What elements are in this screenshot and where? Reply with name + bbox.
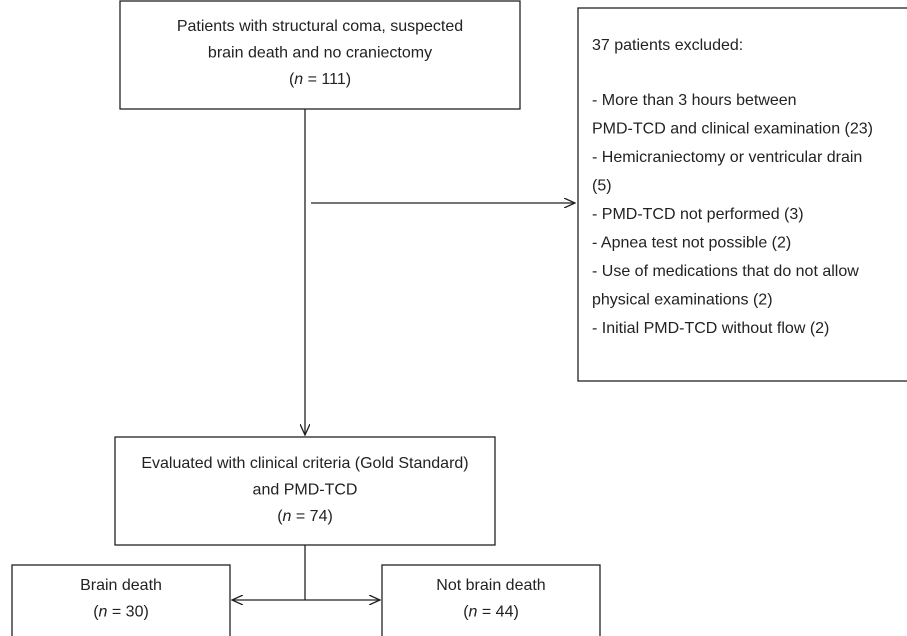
- count-open: (: [463, 604, 469, 621]
- count-var: n: [99, 604, 108, 621]
- excluded-line: - More than 3 hours between: [592, 92, 797, 109]
- count-open: (: [277, 508, 283, 525]
- excluded-line: - Hemicraniectomy or ventricular drain: [592, 149, 862, 166]
- count-rest: = 30): [107, 604, 148, 621]
- excluded-line: PMD-TCD and clinical examination (23): [592, 121, 873, 138]
- count-var: n: [469, 604, 478, 621]
- node-count: (n = 74): [277, 508, 333, 525]
- node-count: (n = 44): [463, 604, 519, 621]
- box-start: [119, 0, 521, 110]
- node-text: Not brain death: [436, 577, 545, 594]
- excluded-line: - Use of medications that do not allow: [592, 263, 859, 280]
- node-text: Brain death: [80, 577, 162, 594]
- box-not-brain-death: [381, 564, 601, 636]
- count-var: n: [283, 508, 292, 525]
- count-rest: = 44): [477, 604, 518, 621]
- node-count: (n = 30): [93, 604, 149, 621]
- excluded-line: - Apnea test not possible (2): [592, 235, 791, 252]
- excluded-line: physical examinations (2): [592, 292, 773, 309]
- node-text: Evaluated with clinical criteria (Gold S…: [141, 455, 468, 472]
- count-var: n: [294, 71, 303, 88]
- count-rest: = 74): [291, 508, 332, 525]
- excluded-line: - Initial PMD-TCD without flow (2): [592, 320, 829, 337]
- box-brain-death: [11, 564, 231, 636]
- node-text: and PMD-TCD: [253, 482, 358, 499]
- excluded-title: 37 patients excluded:: [592, 37, 743, 54]
- node-text: brain death and no craniectomy: [208, 45, 432, 62]
- count-open: (: [93, 604, 99, 621]
- node-text: Patients with structural coma, suspected: [177, 18, 463, 35]
- excluded-line: (5): [592, 178, 612, 195]
- excluded-line: - PMD-TCD not performed (3): [592, 206, 804, 223]
- node-count: (n = 111): [289, 71, 351, 88]
- count-open: (: [289, 71, 295, 88]
- count-rest: = 111): [303, 71, 351, 88]
- box-excluded: [577, 7, 907, 382]
